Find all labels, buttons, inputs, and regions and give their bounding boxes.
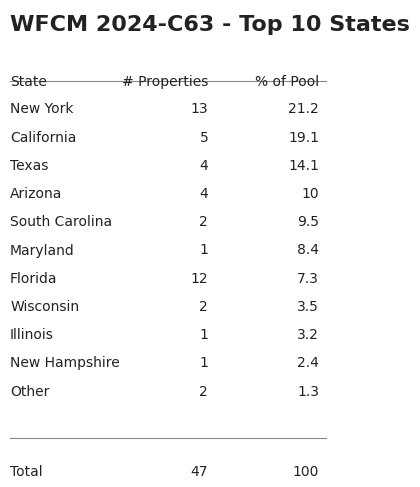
Text: State: State xyxy=(10,75,47,90)
Text: 19.1: 19.1 xyxy=(288,131,319,145)
Text: 3.2: 3.2 xyxy=(297,328,319,342)
Text: Maryland: Maryland xyxy=(10,244,75,258)
Text: 2: 2 xyxy=(200,300,208,314)
Text: 2: 2 xyxy=(200,385,208,399)
Text: 4: 4 xyxy=(200,187,208,201)
Text: California: California xyxy=(10,131,76,145)
Text: New York: New York xyxy=(10,102,74,116)
Text: 8.4: 8.4 xyxy=(297,244,319,258)
Text: Total: Total xyxy=(10,465,43,479)
Text: Other: Other xyxy=(10,385,50,399)
Text: 14.1: 14.1 xyxy=(288,159,319,173)
Text: 21.2: 21.2 xyxy=(288,102,319,116)
Text: 1.3: 1.3 xyxy=(297,385,319,399)
Text: % of Pool: % of Pool xyxy=(255,75,319,90)
Text: 1: 1 xyxy=(200,356,208,371)
Text: 4: 4 xyxy=(200,159,208,173)
Text: 1: 1 xyxy=(200,244,208,258)
Text: South Carolina: South Carolina xyxy=(10,215,112,229)
Text: 9.5: 9.5 xyxy=(297,215,319,229)
Text: 12: 12 xyxy=(191,272,208,286)
Text: 7.3: 7.3 xyxy=(297,272,319,286)
Text: 1: 1 xyxy=(200,328,208,342)
Text: 10: 10 xyxy=(302,187,319,201)
Text: 3.5: 3.5 xyxy=(297,300,319,314)
Text: 47: 47 xyxy=(191,465,208,479)
Text: 5: 5 xyxy=(200,131,208,145)
Text: Arizona: Arizona xyxy=(10,187,63,201)
Text: New Hampshire: New Hampshire xyxy=(10,356,120,371)
Text: WFCM 2024-C63 - Top 10 States: WFCM 2024-C63 - Top 10 States xyxy=(10,15,410,35)
Text: 2.4: 2.4 xyxy=(297,356,319,371)
Text: Wisconsin: Wisconsin xyxy=(10,300,79,314)
Text: Illinois: Illinois xyxy=(10,328,54,342)
Text: 2: 2 xyxy=(200,215,208,229)
Text: 100: 100 xyxy=(293,465,319,479)
Text: Texas: Texas xyxy=(10,159,48,173)
Text: # Properties: # Properties xyxy=(122,75,208,90)
Text: 13: 13 xyxy=(191,102,208,116)
Text: Florida: Florida xyxy=(10,272,58,286)
